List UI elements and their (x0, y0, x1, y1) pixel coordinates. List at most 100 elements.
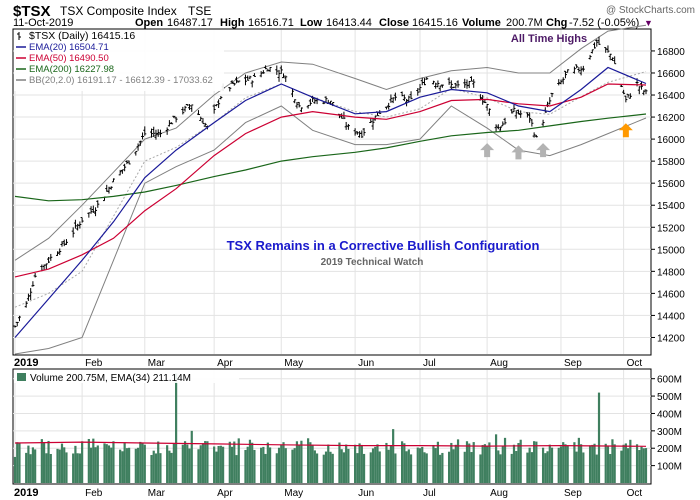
legend-box (14, 30, 224, 91)
volume-bar (494, 434, 498, 483)
volume-bar (170, 452, 173, 483)
watermark: @ StockCharts.com (606, 5, 695, 16)
volume-bar (280, 444, 283, 483)
volume-bar (481, 445, 484, 483)
volume-bar (622, 444, 625, 483)
volume-bar (374, 446, 377, 483)
volume-bar (515, 451, 518, 483)
volume-bar (369, 452, 372, 483)
volume-bar (580, 444, 583, 483)
volume-bar (544, 453, 547, 483)
x-tick-label: Apr (217, 358, 233, 369)
volume-bar (25, 452, 28, 483)
volume-label: Volume (462, 17, 501, 29)
x-tick-label: Aug (490, 488, 508, 499)
x-tick-label: Sep (564, 358, 582, 369)
volume-bar (497, 450, 500, 483)
volume-bar (403, 443, 406, 483)
volume-bar (526, 452, 529, 483)
volume-bar (394, 453, 397, 483)
volume-bar (385, 442, 388, 483)
volume-bar (533, 441, 536, 483)
x-tick-label: Jul (423, 358, 436, 369)
ema200-line (14, 113, 647, 202)
volume-bar (577, 437, 580, 483)
volume-ema-line (14, 441, 647, 447)
volume-bar (470, 452, 473, 483)
volume-bar (128, 447, 131, 483)
ema50-line (14, 83, 647, 278)
volume-bar (566, 445, 569, 483)
volume-bar (392, 429, 395, 483)
bollinger-middle-line (14, 71, 647, 308)
volume-ema-line (14, 441, 647, 447)
volume-bar (591, 444, 594, 483)
volume-bar (640, 446, 643, 483)
volume-bar (313, 450, 316, 483)
volume-bar (501, 446, 504, 483)
volume-bar (29, 454, 32, 483)
volume-bar (42, 443, 46, 483)
x-tick-label: Jun (358, 358, 374, 369)
volume-tick-label: 500M (657, 392, 682, 403)
open-label: Open (135, 17, 163, 29)
volume-bar (472, 442, 475, 483)
volume-bar (338, 442, 341, 483)
x-tick-label: Mar (148, 358, 166, 369)
volume-bar (45, 453, 48, 483)
volume-bar (121, 451, 124, 483)
volume-bar (204, 441, 207, 483)
volume-bar (168, 450, 171, 483)
volume-bar (548, 444, 551, 483)
volume-bar (546, 451, 549, 483)
volume-bar (439, 454, 442, 483)
volume-bar (293, 448, 296, 483)
volume-bar (447, 451, 451, 483)
x-tick-label: Apr (217, 488, 233, 499)
volume-bar (217, 445, 220, 483)
volume-bar (307, 438, 310, 483)
volume-bar (315, 453, 319, 483)
volume-bar (593, 443, 596, 483)
volume-bar (16, 442, 19, 483)
volume-bar (125, 448, 128, 483)
ema20-line (14, 66, 647, 338)
volume-bar (300, 440, 303, 483)
volume-bar (172, 443, 175, 483)
volume-bar (277, 447, 281, 483)
chg-value: -7.52 (-0.05%) (569, 17, 639, 29)
volume-bar (329, 451, 332, 483)
legend-entry: EMA(200) 16227.98 (29, 64, 114, 75)
x-tick-label: 2019 (14, 357, 38, 369)
volume-x-axis: 2019 Feb Mar Apr May Jun Jul Aug Sep Oct (14, 487, 642, 499)
volume-bar (89, 447, 93, 483)
volume-y-axis: 100M 200M 300M 400M 500M 600M (651, 375, 682, 473)
volume-bar (123, 442, 126, 483)
volume-bar (595, 454, 598, 483)
x-tick-label: May (284, 488, 303, 499)
volume-bar (58, 449, 61, 483)
volume-bar (425, 453, 428, 483)
volume-bar (219, 445, 222, 483)
price-grid (13, 30, 651, 354)
volume-bar (72, 453, 75, 483)
volume-bar (27, 445, 30, 483)
price-tick-label: 16800 (657, 47, 685, 58)
volume-bar (40, 439, 43, 483)
volume-bar (635, 444, 639, 483)
volume-bar (463, 451, 466, 483)
volume-legend: Volume 200.75M, EMA(34) 211.14M (30, 373, 191, 384)
price-tick-label: 15600 (657, 179, 685, 190)
volume-bar (206, 441, 209, 483)
volume-bar (110, 447, 113, 483)
volume-bar (418, 448, 422, 483)
volume-tick-label: 400M (657, 409, 682, 420)
chart-title: TSX Remains in a Corrective Bullish Conf… (227, 238, 540, 253)
x-tick-label: 2019 (14, 487, 38, 499)
price-tick-label: 14200 (657, 333, 685, 344)
bollinger-upper-line (14, 24, 647, 261)
volume-bar (183, 441, 187, 483)
volume-bar (94, 447, 97, 483)
